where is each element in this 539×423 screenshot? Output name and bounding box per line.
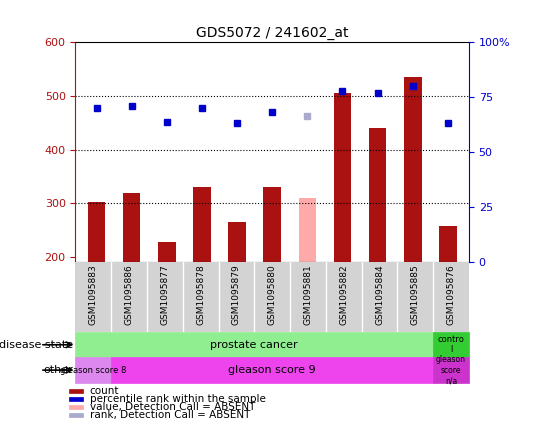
Bar bbox=[69, 397, 84, 401]
Bar bbox=[147, 262, 183, 332]
Bar bbox=[433, 357, 469, 383]
Text: GSM1095877: GSM1095877 bbox=[161, 264, 169, 325]
Bar bbox=[433, 332, 469, 357]
Bar bbox=[218, 262, 254, 332]
Bar bbox=[299, 198, 316, 262]
Text: contro
l: contro l bbox=[438, 335, 465, 354]
Bar bbox=[69, 412, 84, 417]
Text: disease state: disease state bbox=[0, 340, 73, 350]
Bar bbox=[69, 405, 84, 409]
Text: GSM1095880: GSM1095880 bbox=[268, 264, 277, 325]
Text: gleason
score
n/a: gleason score n/a bbox=[436, 355, 466, 385]
Text: GSM1095879: GSM1095879 bbox=[232, 264, 241, 325]
Text: count: count bbox=[89, 386, 119, 396]
Text: gleason score 8: gleason score 8 bbox=[60, 365, 127, 375]
Bar bbox=[229, 222, 246, 262]
Bar bbox=[433, 262, 469, 332]
Text: value, Detection Call = ABSENT: value, Detection Call = ABSENT bbox=[89, 402, 255, 412]
Text: GSM1095878: GSM1095878 bbox=[196, 264, 205, 325]
Bar bbox=[264, 187, 281, 262]
Bar bbox=[123, 192, 141, 262]
Text: gleason score 9: gleason score 9 bbox=[229, 365, 316, 375]
Bar bbox=[254, 262, 290, 332]
Bar bbox=[369, 128, 386, 262]
Text: percentile rank within the sample: percentile rank within the sample bbox=[89, 394, 265, 404]
Text: GSM1095884: GSM1095884 bbox=[375, 264, 384, 325]
Bar bbox=[158, 242, 176, 262]
Bar bbox=[111, 357, 433, 383]
Text: GSM1095885: GSM1095885 bbox=[411, 264, 420, 325]
Bar bbox=[75, 357, 111, 383]
Bar bbox=[362, 262, 397, 332]
Bar bbox=[439, 226, 457, 262]
Text: prostate cancer: prostate cancer bbox=[211, 340, 298, 350]
Bar bbox=[88, 202, 105, 262]
Bar bbox=[290, 262, 326, 332]
Text: GSM1095881: GSM1095881 bbox=[303, 264, 313, 325]
Text: GSM1095883: GSM1095883 bbox=[89, 264, 98, 325]
Text: GSM1095882: GSM1095882 bbox=[339, 264, 348, 325]
Title: GDS5072 / 241602_at: GDS5072 / 241602_at bbox=[196, 26, 348, 40]
Text: other: other bbox=[44, 365, 73, 375]
Bar bbox=[334, 93, 351, 262]
Bar bbox=[75, 262, 111, 332]
Bar bbox=[193, 187, 211, 262]
Text: rank, Detection Call = ABSENT: rank, Detection Call = ABSENT bbox=[89, 410, 250, 420]
Bar bbox=[326, 262, 362, 332]
Bar bbox=[397, 262, 433, 332]
Bar bbox=[69, 389, 84, 393]
Bar bbox=[404, 77, 421, 262]
Text: GSM1095876: GSM1095876 bbox=[446, 264, 455, 325]
Bar bbox=[111, 262, 147, 332]
Text: GSM1095886: GSM1095886 bbox=[125, 264, 134, 325]
Bar bbox=[183, 262, 218, 332]
